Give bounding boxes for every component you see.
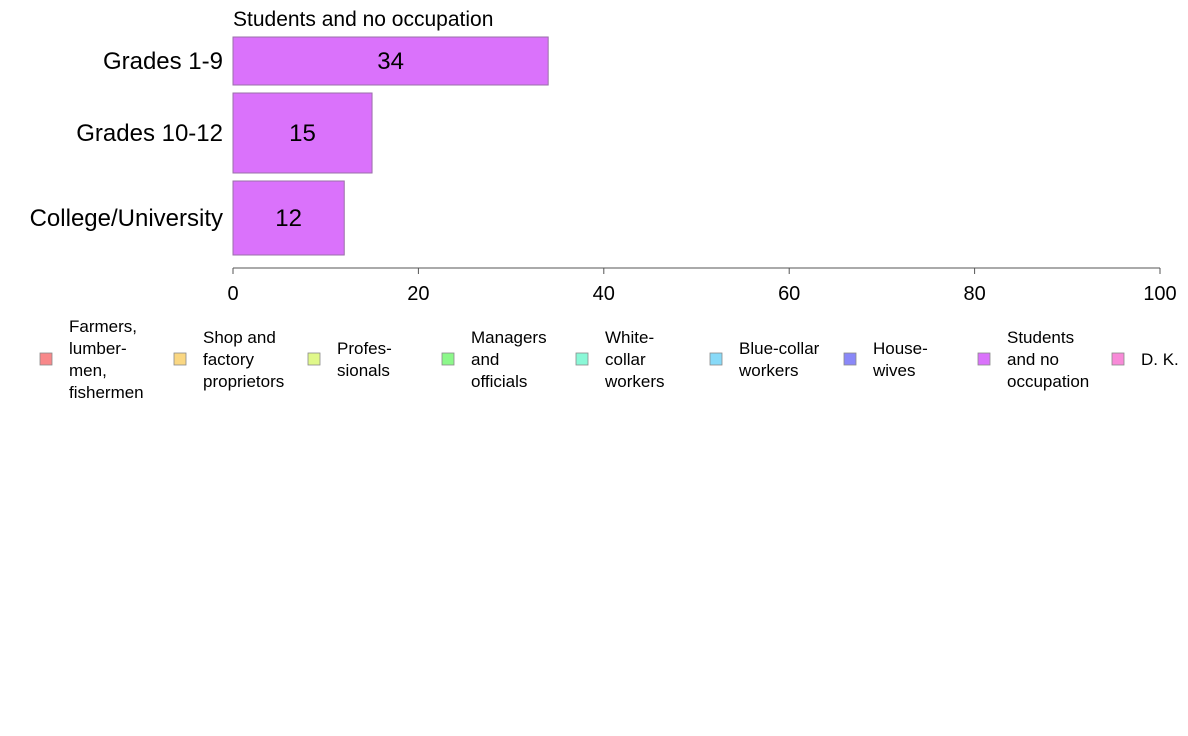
legend-swatch xyxy=(1111,352,1125,366)
legend-swatch xyxy=(843,352,857,366)
legend-label: D. K. xyxy=(1141,350,1179,369)
legend-label: wives xyxy=(872,361,916,380)
bar-value-label: 15 xyxy=(289,120,316,147)
legend-label: collar xyxy=(605,350,646,369)
bar-value-label: 12 xyxy=(275,205,302,232)
legend-swatch xyxy=(709,352,723,366)
legend-swatch xyxy=(977,352,991,366)
legend-swatch xyxy=(307,352,321,366)
legend-label: and no xyxy=(1007,350,1059,369)
legend-label: House- xyxy=(873,339,928,358)
legend-label: Blue-collar xyxy=(739,339,820,358)
legend-label: officials xyxy=(471,372,527,391)
legend-swatch xyxy=(39,352,53,366)
bar xyxy=(232,180,345,256)
bar xyxy=(232,92,373,174)
category-label: Grades 10-12 xyxy=(76,120,223,147)
category-label: Grades 1-9 xyxy=(103,48,223,75)
x-axis: 0 20 40 60 80 100 xyxy=(227,267,1177,305)
legend-label: lumber- xyxy=(69,339,127,358)
x-tick-label: 20 xyxy=(407,283,429,305)
bars-group: Grades 1-9 34 Grades 10-12 15 College/Univer… xyxy=(30,36,549,256)
category-label: College/University xyxy=(30,205,223,232)
legend: Farmers, lumber-men, fishermen Shop and fact… xyxy=(39,317,1179,402)
x-tick-label: 40 xyxy=(593,283,615,305)
x-tick-label: 0 xyxy=(227,283,238,305)
legend-label: men, xyxy=(69,361,107,380)
x-tick-label: 100 xyxy=(1143,283,1176,305)
legend-label: workers xyxy=(604,372,665,391)
bar xyxy=(232,36,549,86)
bar-value-label: 34 xyxy=(377,48,404,75)
legend-label: occupation xyxy=(1007,372,1089,391)
legend-label: Shop and xyxy=(203,328,276,347)
legend-swatch xyxy=(441,352,455,366)
legend-label: Profes- xyxy=(337,339,392,358)
legend-label: and xyxy=(471,350,499,369)
legend-label: fishermen xyxy=(69,383,144,402)
legend-label: Managers xyxy=(471,328,547,347)
legend-label: Farmers, xyxy=(69,317,137,336)
legend-swatch xyxy=(173,352,187,366)
legend-label: sionals xyxy=(337,361,390,380)
legend-label: proprietors xyxy=(203,372,284,391)
legend-label: White- xyxy=(605,328,654,347)
legend-label: workers xyxy=(738,361,799,380)
x-tick-label: 80 xyxy=(963,283,985,305)
panel-title: Students and no occupation xyxy=(233,8,493,31)
legend-swatch xyxy=(575,352,589,366)
legend-label: factory xyxy=(203,350,255,369)
legend-label: Students xyxy=(1007,328,1074,347)
x-tick-label: 60 xyxy=(778,283,800,305)
